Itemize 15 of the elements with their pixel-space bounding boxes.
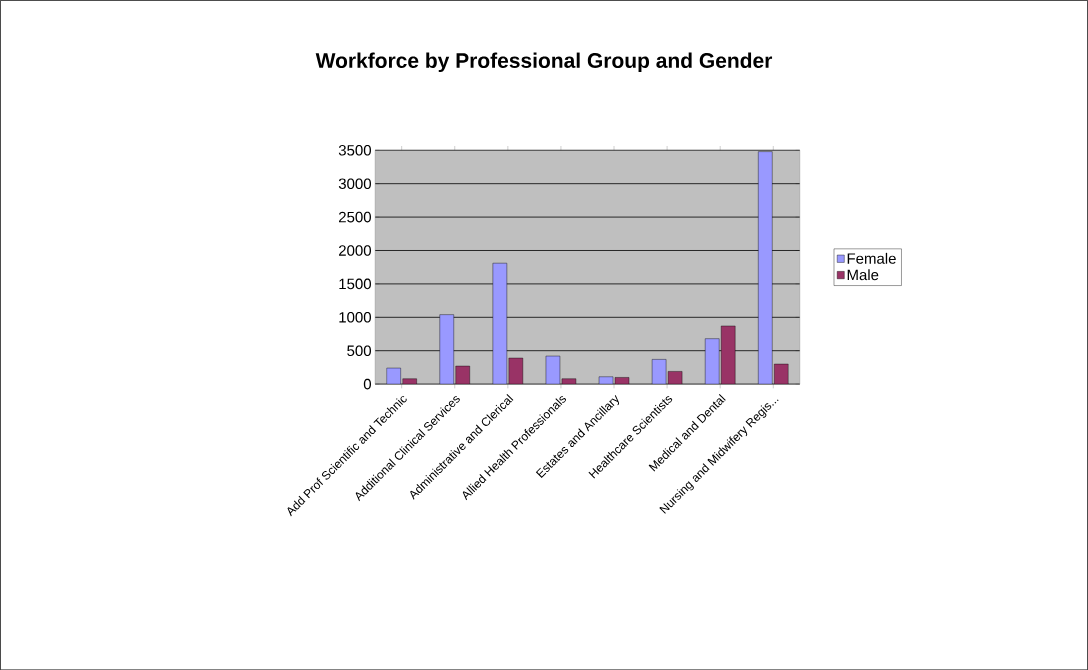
bar <box>705 338 720 384</box>
y-tick-label: 2000 <box>339 245 371 256</box>
y-tick-label: 0 <box>363 378 372 390</box>
chart-title: Workforce by Professional Group and Gender <box>315 52 773 72</box>
y-tick-label: 1000 <box>339 311 371 323</box>
bar <box>439 314 454 384</box>
bar <box>720 325 736 384</box>
legend-label: Female <box>847 252 896 264</box>
y-tick-label: 3500 <box>338 144 371 156</box>
y-tick-label: 2500 <box>339 211 371 223</box>
y-tick-label: 1500 <box>339 278 371 290</box>
y-tick-label: 3000 <box>338 178 371 189</box>
y-tick-label: 500 <box>347 345 371 356</box>
bar <box>758 151 773 384</box>
legend-label: Male <box>847 269 879 281</box>
